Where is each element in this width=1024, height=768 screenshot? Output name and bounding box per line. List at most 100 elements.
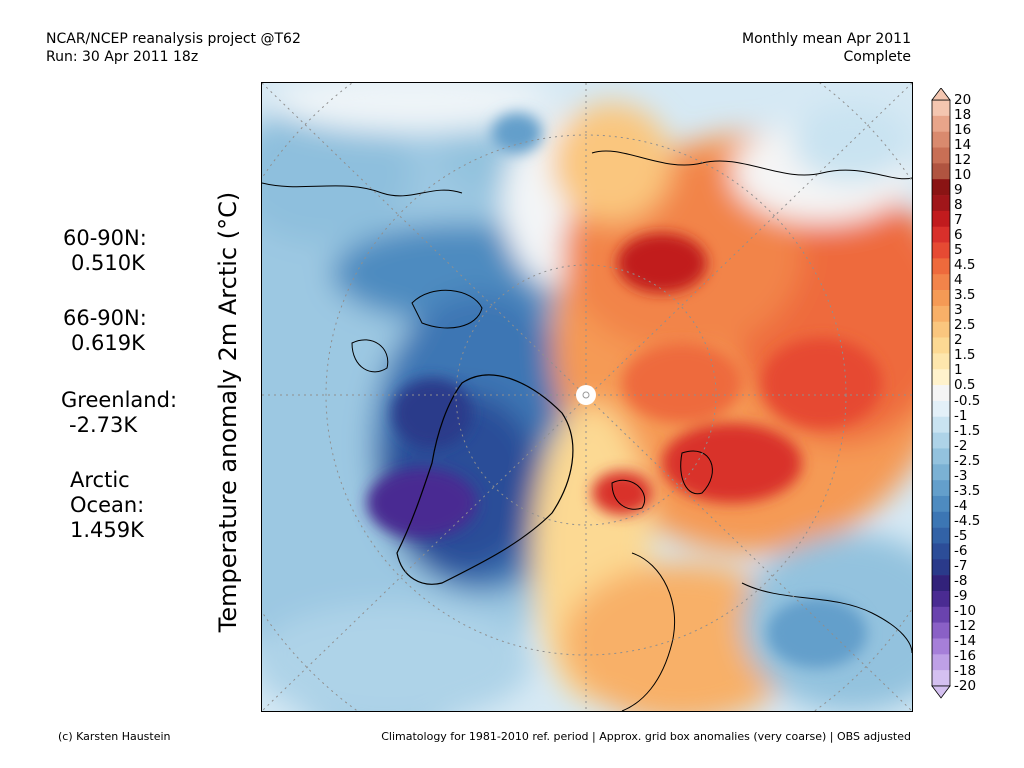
colorbar-cell [932, 416, 950, 433]
svalbard-coastline [611, 479, 646, 510]
colorbar-cell [932, 337, 950, 354]
colorbar-cell [932, 464, 950, 481]
colorbar-cell [932, 147, 950, 164]
map-canvas [262, 83, 912, 711]
colorbar-tick-label: -4.5 [954, 512, 981, 529]
stat-60-90n: 60-90N: 0.510K [63, 226, 147, 276]
header-left: NCAR/NCEP reanalysis project @T62 Run: 3… [46, 30, 301, 66]
archipelago-coastline [411, 289, 483, 329]
colorbar-tick-label: 2.5 [954, 317, 976, 334]
colorbar-cell [932, 274, 950, 291]
colorbar-cell [932, 131, 950, 148]
colorbar-cell [932, 305, 950, 323]
colorbar-tick-label: -4 [954, 497, 968, 514]
colorbar-cell [932, 480, 950, 497]
colorbar-tick-label: -18 [954, 662, 977, 679]
stat-greenland: Greenland: -2.73K [61, 388, 177, 438]
colorbar [931, 88, 951, 699]
colorbar-cell [932, 226, 950, 243]
archipelago-coastline-2 [351, 339, 389, 373]
colorbar-tick-label: 6 [954, 227, 963, 244]
colorbar-tick-label: 20 [954, 92, 972, 108]
colorbar-cell [932, 242, 950, 259]
colorbar-tick-label: 14 [954, 137, 972, 154]
colorbar-cell [932, 210, 950, 228]
colorbar-cell [932, 511, 950, 528]
stat-label: 66-90N: [63, 306, 147, 330]
scandinavia-coastline [621, 552, 676, 711]
colorbar-cell [932, 448, 950, 465]
colorbar-tick-label: -5 [954, 527, 968, 544]
colorbar-tick-label: 10 [954, 167, 972, 184]
colorbar-tick-label: -10 [954, 602, 977, 619]
colorbar-tick-label: -2.5 [954, 452, 981, 469]
colorbar-tick-label: 0.5 [954, 377, 976, 394]
colorbar-tick-label: -16 [954, 647, 977, 664]
colorbar-tick-label: 12 [954, 152, 972, 169]
colorbar-cell [932, 654, 950, 671]
stat-label: Arctic [70, 468, 130, 492]
colorbar-tick-label: 2 [954, 332, 963, 349]
run-time: Run: 30 Apr 2011 18z [46, 49, 199, 65]
stat-value: 0.619K [71, 331, 145, 355]
stat-value: 0.510K [71, 251, 145, 275]
colorbar-tick-label: 3.5 [954, 287, 976, 304]
colorbar-cell [932, 622, 950, 639]
colorbar-tick-label: -6 [954, 542, 968, 559]
colorbar-tick-label: -9 [954, 587, 968, 604]
colorbar-cell [932, 290, 950, 307]
copyright: (c) Karsten Haustein [58, 730, 171, 743]
colorbar-cell [932, 400, 950, 418]
stat-label: 60-90N: [63, 226, 147, 250]
colorbar-tick-label: -1.5 [954, 422, 981, 439]
colorbar-tick-label: 3 [954, 302, 963, 319]
colorbar-tick-label: 18 [954, 107, 972, 124]
colorbar-tick-label: -20 [954, 678, 977, 694]
russia-coastline [741, 582, 912, 654]
stat-value: 1.459K [70, 518, 144, 542]
header-right: Monthly mean Apr 2011 Complete [742, 30, 911, 66]
model-title: NCAR/NCEP reanalysis project @T62 [46, 31, 301, 47]
colorbar-tick-label: -1 [954, 407, 968, 424]
colorbar-tick-label: 5 [954, 242, 963, 259]
pole-center [582, 391, 590, 399]
alaska-coastline [262, 182, 463, 197]
colorbar-cell [932, 163, 950, 180]
colorbar-tick-label: -12 [954, 617, 977, 634]
colorbar-cell [932, 258, 950, 275]
colorbar-tick-label: 4 [954, 272, 963, 289]
colorbar-cell [932, 527, 950, 544]
colorbar-cell [932, 543, 950, 560]
greenland-coastline [396, 374, 574, 585]
colorbar-cell [932, 321, 950, 338]
colorbar-cell [932, 353, 950, 370]
colorbar-tick-label: -0.5 [954, 392, 981, 409]
period-title: Monthly mean Apr 2011 [742, 31, 911, 47]
stat-arctic-ocean: Arctic Ocean: 1.459K [70, 468, 144, 543]
completeness-status: Complete [843, 49, 911, 65]
stat-66-90n: 66-90N: 0.619K [63, 306, 147, 356]
map-axis-title: Temperature anomaly 2m Arctic (°C) [214, 191, 242, 633]
stat-value: -2.73K [69, 413, 138, 437]
colorbar-cell [932, 590, 950, 608]
colorbar-tick-label: 1.5 [954, 347, 976, 364]
colorbar-cell [932, 100, 950, 117]
footnote: Climatology for 1981-2010 ref. period | … [381, 730, 911, 743]
colorbar-cell [932, 432, 950, 449]
colorbar-cell [932, 559, 950, 576]
colorbar-tick-label: 16 [954, 122, 972, 139]
anomaly-map [261, 82, 913, 712]
colorbar-cell [932, 638, 950, 655]
stat-label: Ocean: [70, 493, 145, 517]
colorbar-cell [932, 195, 950, 212]
novaya-zemlya-coastline [680, 450, 713, 495]
colorbar-cell [932, 385, 950, 402]
colorbar-tick-label: -14 [954, 632, 977, 649]
colorbar-tick-label: 1 [954, 362, 963, 379]
colorbar-tick-label: -2 [954, 437, 968, 454]
colorbar-tick-label: -3.5 [954, 482, 981, 499]
colorbar-upper-arrow [931, 88, 951, 101]
colorbar-tick-label: 9 [954, 182, 963, 199]
anomaly-cores [367, 113, 882, 668]
colorbar-cell [932, 115, 950, 132]
